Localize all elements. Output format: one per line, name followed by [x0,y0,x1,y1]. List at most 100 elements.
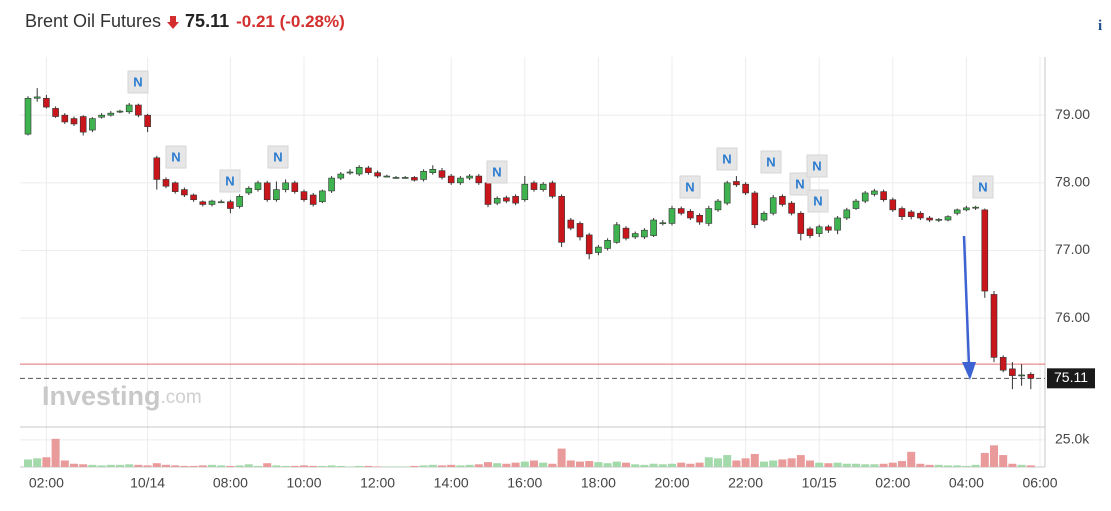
news-marker: N [978,179,987,194]
candle-body [135,104,142,116]
volume-bar [125,464,134,467]
news-marker-box [806,154,828,178]
volume-bar [364,465,373,467]
volume-bar [677,462,686,467]
last-price-box [1047,368,1095,389]
volume-bar [1008,463,1017,467]
candle-body [650,219,657,236]
candle-body [521,183,529,201]
volume-bar [419,465,428,467]
volume-bar [70,463,78,467]
volume-bar [723,455,732,467]
news-marker-box [165,145,187,169]
volume-bar [502,463,511,467]
volume-bar [760,461,768,467]
candle-body [953,209,961,214]
volume-bar [189,465,198,467]
title: Brent Oil Futures [25,11,162,31]
candle-body [530,182,538,190]
volume-bar [152,463,161,467]
candle-body [1009,368,1016,376]
annotation-arrowhead [962,362,976,380]
volume-bar [309,465,318,467]
candle-body [503,197,510,202]
candle-body [79,116,87,133]
candle-body [475,175,483,184]
volume-bar [888,462,897,467]
news-marker: N [171,149,180,164]
volume-bar [88,464,97,467]
candle-body [990,294,998,358]
candle-body [852,200,860,209]
volume-bar [750,454,759,467]
x-tick-label: 10:00 [286,475,321,491]
volume-bar [171,465,180,467]
news-marker-box [760,150,782,174]
volume-bar [806,460,814,467]
volume-bar [180,465,189,467]
candle-body [291,182,299,192]
candle-body [742,183,749,194]
candle-body [263,182,271,201]
candle-body [907,211,915,217]
candle-body [815,226,823,234]
volume-bar [925,464,934,467]
news-marker-box [972,175,994,199]
y-tick-label: 79.00 [1055,106,1090,122]
news-marker-box [127,70,149,94]
volume-bar [300,465,308,467]
volume-bar [1026,465,1035,467]
candle-body [595,246,602,253]
volume-bar [870,464,879,467]
candle-body [245,187,253,194]
volume-bar [971,464,980,467]
candle-body [107,112,115,116]
x-tick-label: 12:00 [360,475,395,491]
news-marker: N [812,158,821,173]
candle-body [98,114,105,118]
candle-body [723,182,731,204]
volume-bar [346,466,354,467]
candle-body [751,192,759,226]
volume-bar [244,464,253,467]
candle-body [898,208,906,217]
x-tick-label: 06:00 [1022,475,1057,491]
volume-bar [898,461,906,467]
candle-body [1027,373,1035,379]
candle-body [797,212,805,234]
info-icon[interactable]: i [1098,18,1103,34]
candle-body [641,229,648,238]
candle-body [429,168,437,173]
volume-bar [732,460,741,467]
candle-body [70,118,78,125]
candle-body [659,222,667,225]
volume-bar [290,465,299,467]
news-marker: N [225,173,234,188]
candle-body [549,182,556,197]
volume-bar [649,463,658,467]
candle-body [383,175,391,178]
news-marker: N [813,193,822,208]
x-tick-label: 08:00 [213,475,248,491]
watermark-domain: .com [161,387,202,408]
volume-bar [493,463,502,467]
down-arrow [167,15,180,29]
candle-body [208,200,216,205]
volume-bar [695,462,704,467]
x-tick-label: 20:00 [654,475,689,491]
candle-body [493,198,501,204]
volume-bar [539,462,548,467]
candle-body [365,167,372,173]
candle-body [24,97,32,135]
candle-body [199,201,207,205]
candle-body [926,217,933,221]
volume-bar [226,465,235,467]
candle-body [963,207,970,211]
candle-body [631,233,639,238]
news-marker-box [486,160,508,184]
candle-body [420,171,427,180]
volume-bar [585,461,594,467]
candle-body [466,175,473,179]
candle-body [668,208,676,224]
